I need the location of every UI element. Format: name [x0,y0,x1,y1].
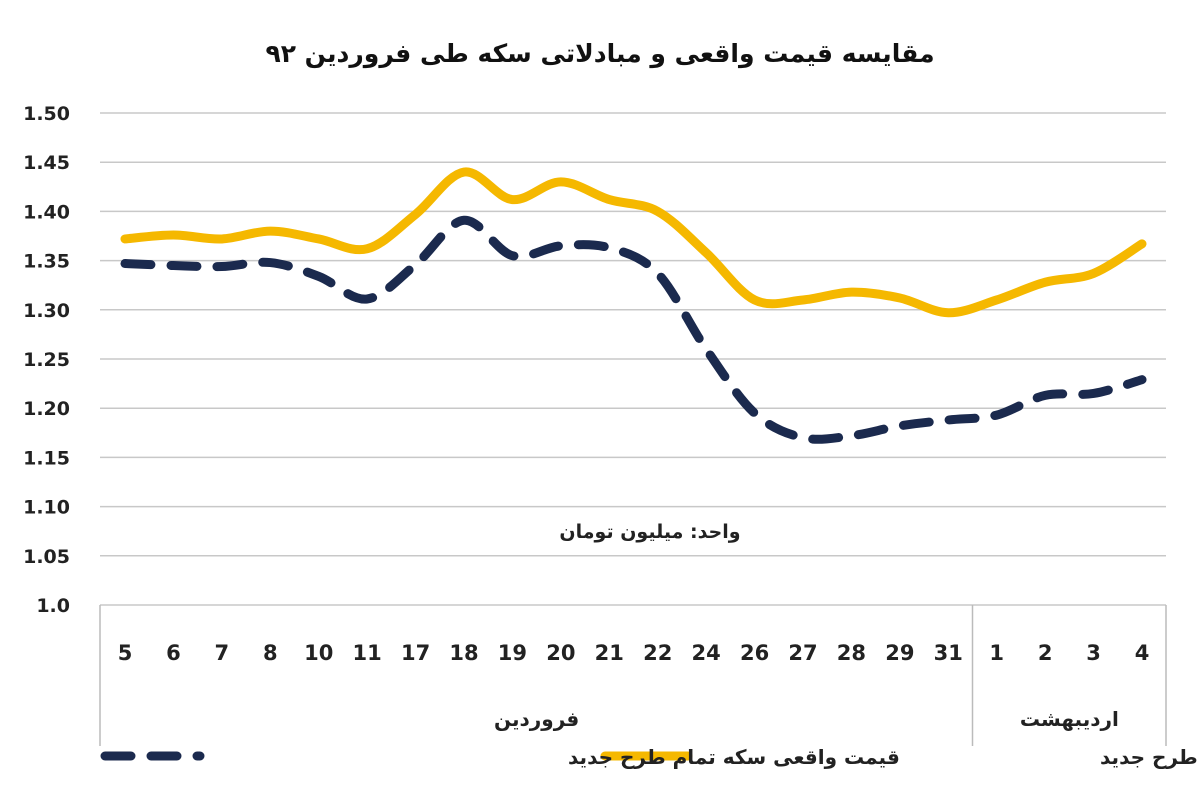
x-tick-label: 27 [788,641,817,665]
x-group-label: فروردین [494,707,579,731]
legend: قیمت مبادلاتی سکه تمام طرح جدید قیمت واقع… [100,745,1200,769]
x-group-label: اردیبهشت [1020,707,1119,731]
legend-label-1: قیمت واقعی سکه تمام طرح جدید [568,745,900,769]
y-tick-label: 1.50 [23,103,70,125]
x-tick-label: 31 [934,641,963,665]
x-tick-label: 20 [546,641,575,665]
x-tick-label: 1 [989,641,1004,665]
y-tick-label: 1.10 [23,497,70,519]
grid [100,112,1166,606]
x-tick-label: 6 [166,641,181,665]
x-tick-label: 19 [498,641,527,665]
x-tick-label: 8 [263,641,278,665]
x-tick-label: 29 [885,641,914,665]
x-tick-label: 21 [595,641,624,665]
y-tick-label: 1.35 [23,251,70,273]
y-tick-label: 1.45 [23,152,70,174]
x-tick-label: 7 [215,641,230,665]
x-tick-label: 4 [1135,641,1150,665]
x-tick-label: 2 [1038,641,1053,665]
y-tick-label: 1.15 [23,447,70,469]
y-tick-label: 1.30 [23,300,70,322]
x-axis-box: 5 6 7 8 10 11 17 18 19 20 21 22 24 26 27 28 29 31 1 2 3 4 فرور… [99,605,1167,746]
x-tick-label: 17 [401,641,430,665]
series-line-0 [120,167,1147,318]
x-tick-label: 28 [837,641,866,665]
x-tick-label: 11 [353,641,382,665]
x-tick-label: 3 [1086,641,1101,665]
y-axis: 1.50 1.45 1.40 1.35 1.30 1.25 1.20 1.15 1.10 1.05… [23,103,70,617]
x-tick-label: 24 [692,641,721,665]
y-tick-label: 1.40 [23,201,70,223]
series-line-1 [120,215,1147,444]
unit-label: واحد: میلیون تومان [559,521,740,543]
y-tick-label: 1.05 [23,546,70,568]
series-layer [120,167,1147,444]
y-tick-label: 1.0 [36,595,70,617]
x-tick-label: 5 [118,641,133,665]
x-tick-label: 26 [740,641,769,665]
x-tick-label: 18 [449,641,478,665]
chart-title: مقایسه قیمت واقعی و مبادلاتی سکه طی فرور… [265,39,934,69]
y-tick-label: 1.20 [23,398,70,420]
legend-label-0: قیمت مبادلاتی سکه تمام طرح جدید [1100,745,1200,769]
x-tick-label: 10 [304,641,333,665]
x-tick-label: 22 [643,641,672,665]
y-tick-label: 1.25 [23,349,70,371]
